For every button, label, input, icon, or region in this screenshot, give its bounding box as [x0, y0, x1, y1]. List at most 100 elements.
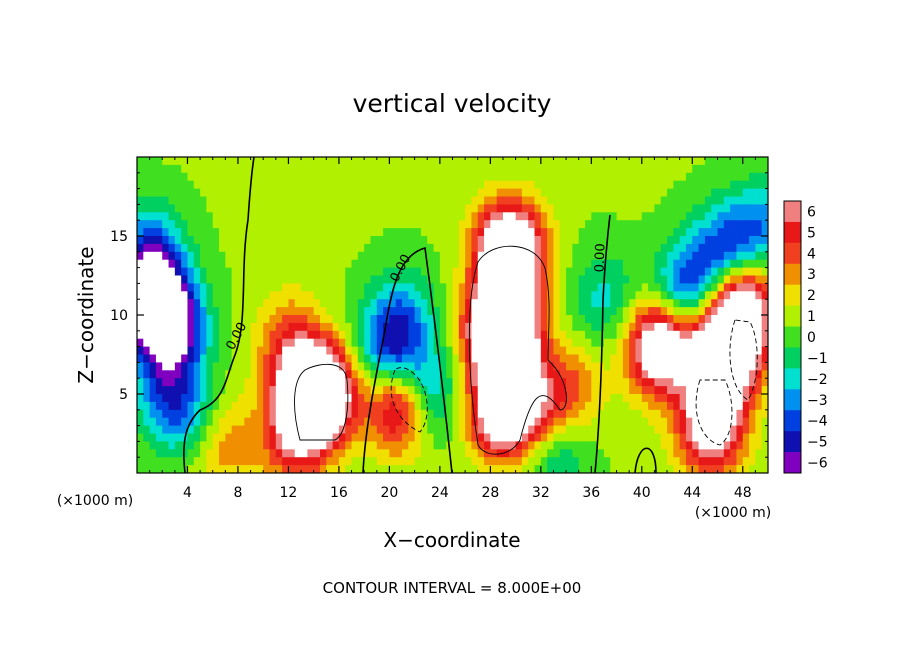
heatmap-cell: [572, 315, 580, 324]
heatmap-cell: [736, 172, 744, 182]
heatmap-cell: [673, 291, 681, 300]
colorbar-label: 1: [807, 309, 816, 325]
heatmap-cell: [578, 449, 586, 458]
heatmap-cell: [704, 315, 712, 324]
heatmap-cell: [351, 315, 359, 324]
heatmap-cell: [603, 322, 611, 332]
heatmap-cell: [326, 425, 334, 435]
heatmap-cell: [717, 394, 725, 403]
heatmap-cell: [616, 362, 624, 371]
heatmap-cell: [370, 378, 378, 387]
heatmap-cell: [673, 196, 681, 205]
heatmap-cell: [641, 370, 649, 379]
heatmap-cell: [269, 394, 277, 403]
heatmap-cell: [660, 275, 668, 284]
heatmap-cell: [187, 465, 195, 473]
heatmap-cell: [231, 188, 239, 198]
heatmap-cell: [667, 338, 674, 348]
heatmap-cell: [622, 354, 630, 363]
heatmap-cell: [641, 330, 649, 340]
heatmap-cell: [692, 228, 700, 237]
heatmap-cell: [490, 259, 498, 269]
heatmap-cell: [673, 251, 681, 261]
heatmap-cell: [723, 228, 731, 237]
heatmap-cell: [648, 204, 656, 213]
heatmap-cell: [200, 275, 208, 284]
heatmap-cell: [420, 204, 428, 213]
heatmap-cell: [149, 267, 157, 277]
heatmap-cell: [427, 425, 435, 435]
heatmap-cell: [616, 236, 624, 245]
heatmap-cell: [591, 204, 599, 213]
heatmap-cell: [301, 172, 308, 182]
heatmap-cell: [364, 322, 372, 332]
heatmap-cell: [155, 330, 163, 340]
heatmap-cell: [730, 378, 738, 387]
heatmap-cell: [610, 267, 618, 277]
contour-label: 0.00: [593, 243, 609, 272]
heatmap-cell: [679, 457, 687, 466]
heatmap-cell: [433, 259, 441, 269]
heatmap-cell: [427, 275, 435, 284]
heatmap-cell: [313, 212, 321, 221]
heatmap-cell: [591, 433, 599, 442]
heatmap-cell: [704, 322, 712, 332]
heatmap-cell: [616, 307, 624, 316]
heatmap-cell: [660, 164, 668, 174]
heatmap-cell: [679, 299, 687, 308]
heatmap-cell: [206, 338, 214, 348]
heatmap-cell: [193, 425, 201, 435]
heatmap-cell: [540, 212, 548, 221]
heatmap-cell: [143, 251, 151, 261]
heatmap-cell: [566, 441, 573, 450]
heatmap-cell: [313, 354, 321, 363]
heatmap-cell: [301, 204, 308, 213]
heatmap-cell: [622, 204, 630, 213]
heatmap-cell: [572, 236, 580, 245]
heatmap-cell: [622, 441, 630, 450]
heatmap-cell: [585, 465, 592, 473]
heatmap-cell: [717, 188, 725, 198]
heatmap-cell: [578, 212, 586, 221]
heatmap-cell: [502, 212, 510, 221]
heatmap-cell: [200, 228, 208, 237]
heatmap-cell: [635, 180, 643, 190]
heatmap-cell: [648, 196, 656, 205]
heatmap-cell: [572, 307, 580, 316]
heatmap-cell: [301, 164, 308, 174]
heatmap-cell: [212, 362, 220, 371]
heatmap-cell: [326, 370, 334, 379]
heatmap-cell: [345, 299, 353, 308]
heatmap-cell: [402, 401, 409, 411]
heatmap-cell: [502, 394, 510, 403]
heatmap-cell: [749, 409, 756, 419]
heatmap-cell: [137, 180, 144, 190]
heatmap-cell: [477, 307, 485, 316]
heatmap-cell: [269, 370, 277, 379]
heatmap-cell: [559, 180, 567, 190]
heatmap-cell: [288, 338, 296, 348]
heatmap-cell: [269, 307, 277, 316]
heatmap-cell: [225, 204, 233, 213]
heatmap-cell: [698, 330, 706, 340]
heatmap-cell: [137, 196, 144, 205]
heatmap-cell: [395, 283, 403, 292]
heatmap-cell: [338, 457, 346, 466]
heatmap-cell: [736, 457, 744, 466]
heatmap-cell: [635, 330, 643, 340]
heatmap-cell: [610, 299, 618, 308]
heatmap-cell: [446, 299, 454, 308]
heatmap-cell: [250, 370, 258, 379]
heatmap-cell: [408, 196, 416, 205]
heatmap-cell: [301, 346, 308, 356]
heatmap-cell: [528, 409, 536, 419]
heatmap-cell: [193, 378, 201, 387]
heatmap-cell: [206, 172, 214, 182]
heatmap-cell: [685, 338, 693, 348]
heatmap-cell: [534, 283, 542, 292]
heatmap-cell: [540, 338, 548, 348]
heatmap-cell: [364, 378, 372, 387]
heatmap-cell: [654, 362, 662, 371]
heatmap-cell: [282, 157, 290, 166]
heatmap-cell: [458, 386, 466, 395]
